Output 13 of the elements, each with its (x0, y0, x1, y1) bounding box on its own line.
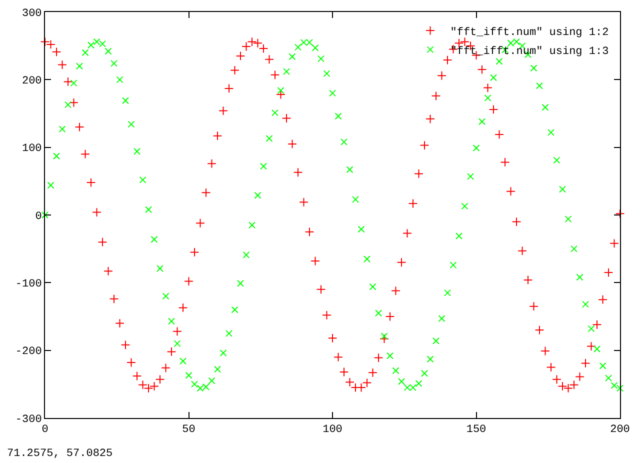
y-tick-label: -200 (15, 346, 42, 358)
x-tick-label: 150 (466, 424, 486, 436)
y-tick-label: -100 (15, 278, 42, 291)
y-tick-label: 0 (35, 210, 42, 223)
text: 71.2575, 57.0825 (7, 448, 113, 460)
legend-label: "fft_ifft.num" using 1:2 (450, 26, 609, 39)
y-tick-label: 300 (22, 8, 42, 20)
x-tick-label: 200 (610, 424, 630, 436)
y-tick-label: 200 (22, 76, 42, 88)
x-tick-label: 50 (182, 424, 196, 436)
x-tick-label: 100 (322, 424, 342, 436)
y-tick-label: -300 (15, 414, 42, 426)
y-tick-label: 100 (22, 143, 42, 156)
